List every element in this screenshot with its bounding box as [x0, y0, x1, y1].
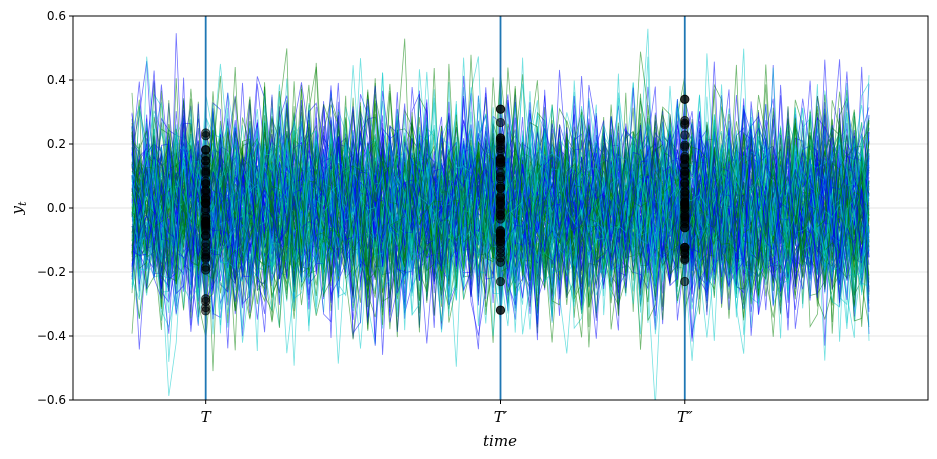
- marker-point: [680, 206, 690, 216]
- marker-point: [495, 277, 506, 287]
- y-tick-label: −0.4: [37, 329, 66, 343]
- marker-point: [680, 177, 690, 187]
- marker-point: [680, 255, 690, 265]
- marker-point: [680, 276, 690, 287]
- marker-point: [495, 239, 506, 249]
- marker-point: [495, 253, 506, 263]
- y-tick-label: 0.6: [47, 9, 66, 23]
- marker-point: [201, 176, 211, 186]
- marker-point: [201, 306, 211, 316]
- marker-point: [201, 265, 211, 275]
- marker-point: [201, 128, 211, 138]
- marker-point: [201, 220, 211, 230]
- x-tick-label: T″: [677, 408, 693, 426]
- x-axis-title: time: [483, 432, 517, 450]
- marker-point: [495, 146, 506, 156]
- marker-point: [680, 142, 690, 152]
- marker-point: [201, 206, 211, 216]
- marker-point: [495, 135, 506, 145]
- marker-point: [495, 181, 506, 191]
- x-tick-label: T′: [494, 408, 508, 426]
- marker-point: [495, 117, 506, 128]
- marker-point: [680, 223, 690, 233]
- y-tick-label: −0.6: [37, 393, 66, 407]
- marker-point: [680, 116, 690, 126]
- marker-point: [495, 104, 506, 114]
- y-tick-label: 0.2: [47, 137, 66, 151]
- y-axis-title: yt: [8, 201, 29, 215]
- marker-point: [495, 210, 506, 220]
- y-tick-label: 0.0: [47, 201, 66, 215]
- marker-point: [495, 230, 506, 240]
- marker-point: [495, 305, 506, 315]
- y-axis-title-subscript: t: [16, 201, 29, 206]
- marker-point: [201, 145, 211, 155]
- marker-point: [201, 193, 211, 203]
- marker-point: [680, 153, 690, 163]
- y-tick-label: −0.2: [37, 265, 66, 279]
- x-axis: T T′ T″: [201, 400, 693, 426]
- marker-point: [680, 245, 690, 255]
- marker-point: [680, 190, 690, 200]
- x-tick-label: T: [201, 408, 212, 426]
- y-axis: −0.6 −0.4 −0.2 0.0 0.2 0.4 0.6: [37, 9, 73, 407]
- y-tick-label: 0.4: [47, 73, 66, 87]
- marker-point: [680, 130, 690, 140]
- marker-point: [495, 155, 506, 165]
- marker-points: [201, 94, 690, 316]
- marker-point: [680, 94, 690, 104]
- marker-point: [201, 156, 211, 166]
- marker-point: [201, 252, 211, 262]
- marker-point: [495, 198, 506, 208]
